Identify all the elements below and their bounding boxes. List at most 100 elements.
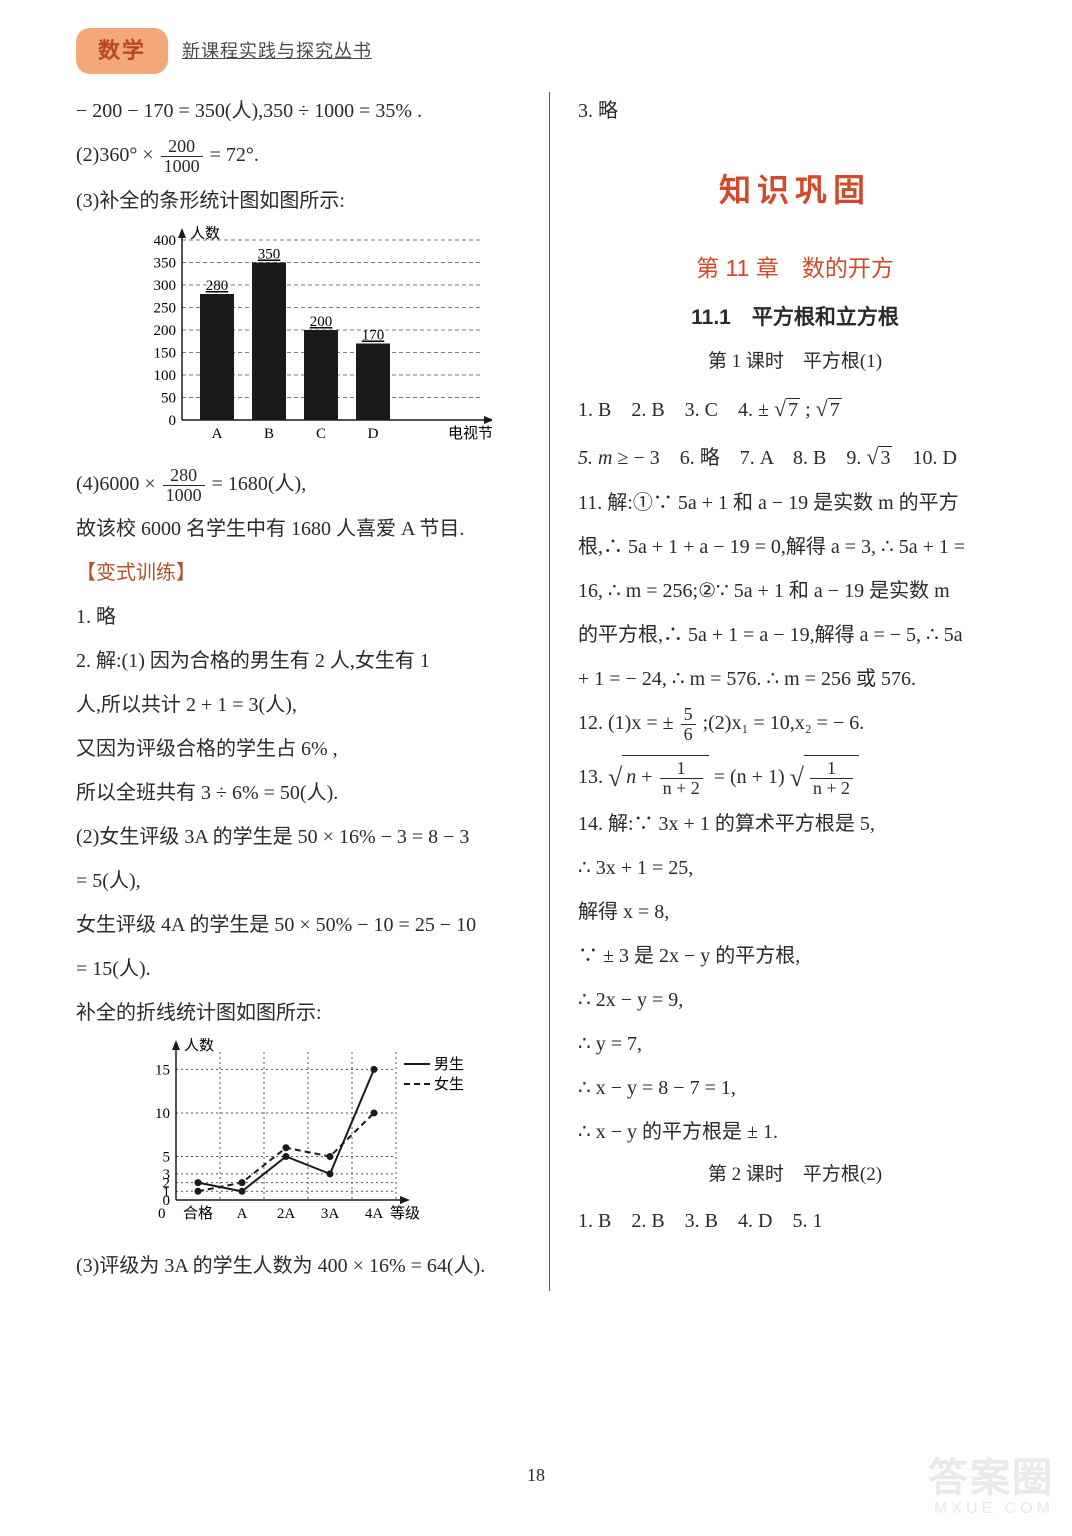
svg-text:人数: 人数 — [190, 226, 220, 242]
subject-pill: 数学 — [76, 28, 168, 74]
denominator: 6 — [681, 725, 696, 744]
text-line: (3)评级为 3A 的学生人数为 400 × 16% = 64(人). — [76, 1247, 523, 1285]
numerator: 200 — [161, 137, 203, 157]
svg-text:150: 150 — [154, 345, 177, 361]
text-line: ∴ x − y 的平方根是 ± 1. — [578, 1113, 1012, 1151]
text: 12. (1)x = ± — [578, 712, 679, 734]
text-line: (2)360° × 2001000 = 72°. — [76, 136, 523, 176]
fraction: 2801000 — [161, 466, 207, 505]
text-line: 1. B 2. B 3. B 4. D 5. 1 — [578, 1202, 1012, 1240]
radical-icon: √ — [866, 444, 878, 469]
svg-text:15: 15 — [155, 1063, 170, 1079]
svg-text:人数: 人数 — [184, 1038, 214, 1054]
text: 13. — [578, 766, 608, 788]
text-line: 故该校 6000 名学生中有 1680 人喜爱 A 节目. — [76, 510, 523, 548]
text-line: (3)补全的条形统计图如图所示: — [76, 182, 523, 220]
chapter-title: 第 11 章 数的开方 — [578, 247, 1012, 291]
text-line: ∴ y = 7, — [578, 1025, 1012, 1063]
watermark-text: 答案圈 — [928, 1456, 1054, 1500]
text-line: 11. 解:①∵ 5a + 1 和 a − 19 是实数 m 的平方 — [578, 484, 1012, 522]
series-title: 新课程实践与探究丛书 — [182, 34, 372, 68]
svg-text:4A: 4A — [365, 1206, 384, 1222]
text-line: 5. m ≥ − 3 6. 略 7. A 8. B 9. √3 10. D — [578, 436, 1012, 478]
svg-text:3: 3 — [163, 1167, 171, 1183]
svg-text:280: 280 — [206, 278, 229, 294]
svg-text:合格: 合格 — [183, 1205, 213, 1222]
radicand: 1n + 2 — [804, 755, 859, 800]
bar-chart: 050100150200250300350400280A350B200C170D… — [136, 226, 523, 459]
text-line: 1. B 2. B 3. C 4. ± √7 ; √7 — [578, 388, 1012, 430]
text-line: ∵ ± 3 是 2x − y 的平方根, — [578, 937, 1012, 975]
svg-text:2A: 2A — [277, 1206, 296, 1222]
text-line: 14. 解:∵ 3x + 1 的算术平方根是 5, — [578, 805, 1012, 843]
fraction: 2001000 — [159, 137, 205, 176]
svg-text:A: A — [237, 1206, 248, 1222]
text-line: 3. 略 — [578, 92, 1012, 130]
svg-text:100: 100 — [154, 368, 177, 384]
text-line: = 5(人), — [76, 862, 523, 900]
page-columns: − 200 − 170 = 350(人),350 ÷ 1000 = 35% . … — [0, 74, 1072, 1292]
radical-icon: √ — [608, 763, 622, 792]
radicand: n + 1n + 2 — [622, 755, 708, 800]
right-column: 3. 略 知识巩固 第 11 章 数的开方 11.1 平方根和立方根 第 1 课… — [549, 92, 1022, 1292]
svg-text:350: 350 — [154, 255, 177, 271]
svg-text:10: 10 — [155, 1106, 170, 1122]
fraction: 1n + 2 — [658, 759, 705, 798]
svg-text:5: 5 — [163, 1150, 171, 1166]
text: = 72°. — [205, 144, 259, 166]
text: ;(2)x₁ = 10,x₂ = − 6. — [698, 712, 865, 734]
lesson-title: 第 1 课时 平方根(1) — [578, 344, 1012, 380]
watermark: 答案圈 MXUE.COM — [928, 1456, 1054, 1518]
denominator: 1000 — [161, 157, 203, 176]
svg-text:B: B — [264, 426, 274, 442]
text-line: ∴ 3x + 1 = 25, — [578, 849, 1012, 887]
svg-text:170: 170 — [362, 327, 385, 343]
svg-text:300: 300 — [154, 278, 177, 294]
svg-text:250: 250 — [154, 300, 177, 316]
denominator: n + 2 — [810, 779, 853, 798]
text-line: ∴ x − y = 8 − 7 = 1, — [578, 1069, 1012, 1107]
radicand: 3 — [878, 446, 892, 469]
text-line: (4)6000 × 2801000 = 1680(人), — [76, 465, 523, 505]
svg-text:200: 200 — [310, 314, 333, 330]
text: (2)360° × — [76, 144, 159, 166]
svg-text:200: 200 — [154, 323, 177, 339]
text-line: 根,∴ 5a + 1 + a − 19 = 0,解得 a = 3, ∴ 5a +… — [578, 528, 1012, 566]
text: 10. D — [892, 447, 956, 469]
numerator: 1 — [810, 759, 853, 779]
text: 5. m ≥ − 3 6. 略 7. A 8. B 9. — [578, 447, 866, 469]
text-line: 16, ∴ m = 256;②∵ 5a + 1 和 a − 19 是实数 m — [578, 572, 1012, 610]
radicand: 7 — [828, 398, 842, 421]
denominator: n + 2 — [660, 779, 703, 798]
denominator: 1000 — [163, 486, 205, 505]
text-line: 解得 x = 8, — [578, 893, 1012, 931]
text-line: + 1 = − 24, ∴ m = 576. ∴ m = 256 或 576. — [578, 660, 1012, 698]
text-line: 13. √n + 1n + 2 = (n + 1) √1n + 2 — [578, 750, 1012, 800]
text-line: 的平方根,∴ 5a + 1 = a − 19,解得 a = − 5, ∴ 5a — [578, 616, 1012, 654]
radical-icon: √ — [774, 396, 786, 421]
svg-text:400: 400 — [154, 233, 177, 249]
svg-text:A: A — [212, 426, 223, 442]
text-line: ∴ 2x − y = 9, — [578, 981, 1012, 1019]
svg-text:D: D — [368, 426, 379, 442]
svg-text:女生: 女生 — [434, 1075, 464, 1093]
left-column: − 200 − 170 = 350(人),350 ÷ 1000 = 35% . … — [76, 92, 549, 1292]
numerator: 1 — [660, 759, 703, 779]
lesson-title: 第 2 课时 平方根(2) — [578, 1157, 1012, 1193]
svg-text:等级: 等级 — [390, 1204, 420, 1222]
text-line: 2. 解:(1) 因为合格的男生有 2 人,女生有 1 — [76, 642, 523, 680]
text-line: − 200 − 170 = 350(人),350 ÷ 1000 = 35% . — [76, 92, 523, 130]
text: = 1680(人), — [207, 473, 307, 495]
numerator: 280 — [163, 466, 205, 486]
radical-icon: √ — [816, 396, 828, 421]
svg-text:电视节目: 电视节目 — [448, 425, 492, 442]
watermark-url: MXUE.COM — [928, 1500, 1054, 1518]
text: ; — [800, 399, 816, 421]
line-chart: 012351015合格A2A3A4A0人数等级男生女生 — [136, 1038, 523, 1241]
text: (4)6000 × — [76, 473, 161, 495]
text-line: 又因为评级合格的学生占 6% , — [76, 730, 523, 768]
text-line: 所以全班共有 3 ÷ 6% = 50(人). — [76, 774, 523, 812]
section-heading: 知识巩固 — [578, 160, 1012, 221]
svg-text:C: C — [316, 426, 326, 442]
svg-text:350: 350 — [258, 246, 281, 262]
